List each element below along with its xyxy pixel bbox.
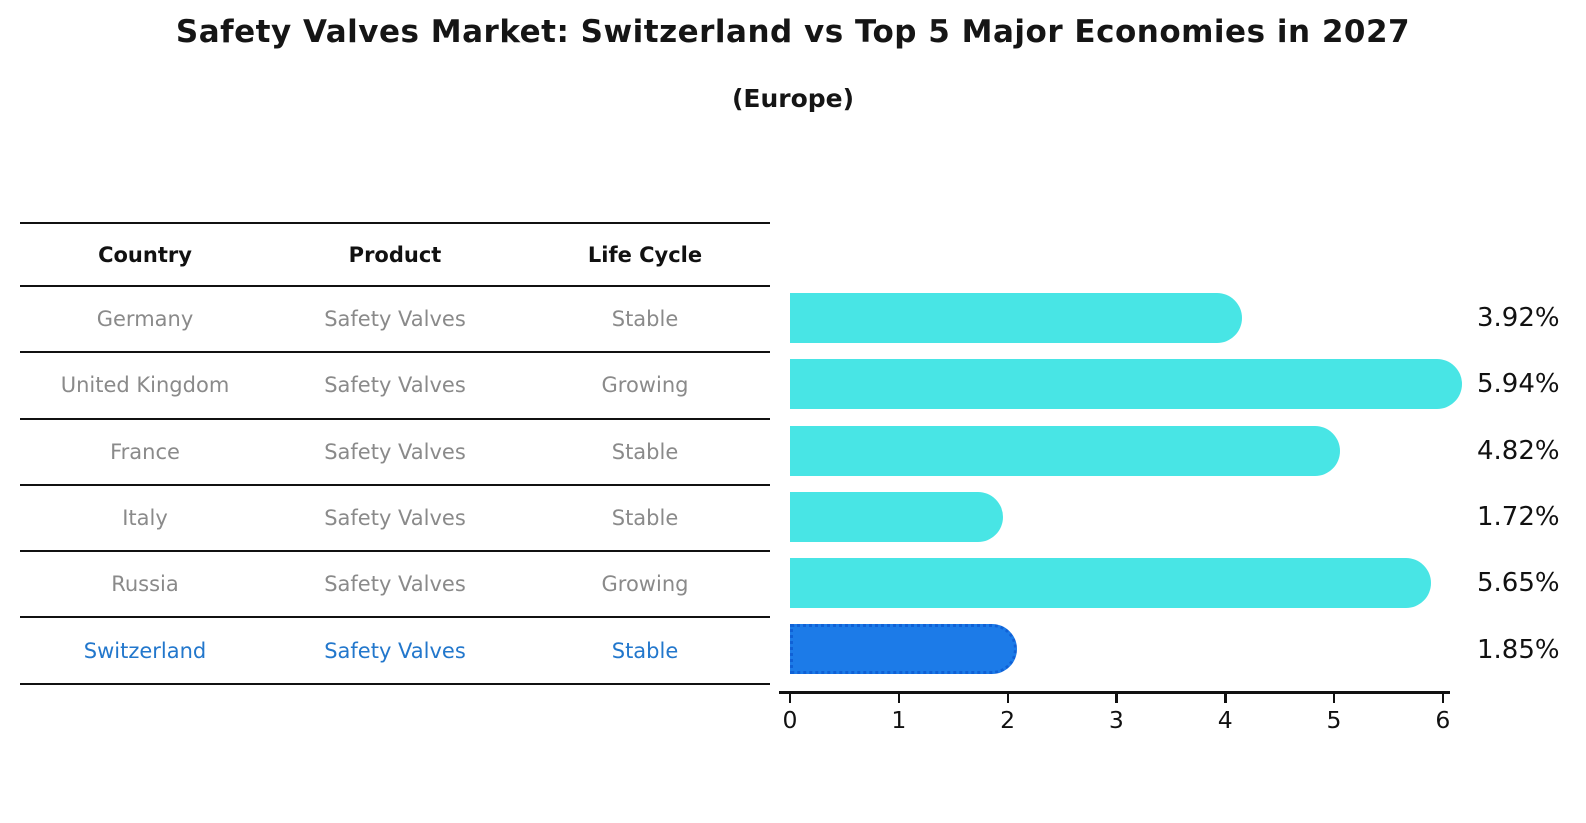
column-header-country: Country — [98, 242, 192, 267]
table-row-russia: Russia Safety Valves Growing — [20, 552, 770, 619]
chart-title: Safety Valves Market: Switzerland vs Top… — [175, 14, 1411, 50]
value-label-switzerland: 1.85% — [1477, 634, 1560, 665]
table-cell-country: Switzerland — [83, 638, 207, 663]
table-cell-country: France — [110, 439, 180, 464]
chart-subtitle: (Europe) — [731, 84, 855, 113]
table-cell-life-cycle: Stable — [611, 638, 679, 663]
table-cell-product: Safety Valves — [324, 506, 466, 531]
bar-france — [790, 425, 1341, 476]
table-cell-life-cycle: Growing — [601, 373, 689, 398]
x-tick-mark — [1006, 694, 1009, 703]
x-axis: 0 1 2 3 4 5 6 — [783, 694, 1450, 744]
bar-switzerland — [790, 624, 1018, 675]
table-cell-product: Safety Valves — [324, 572, 466, 597]
country-table: Country Product Life Cycle Germany Safety V… — [20, 222, 770, 685]
column-header-life-cycle: Life Cycle — [587, 242, 703, 267]
bars-area — [790, 285, 1463, 684]
bar-row-italy — [790, 484, 1450, 550]
table-cell-life-cycle: Growing — [601, 572, 689, 597]
table-cell-product: Safety Valves — [324, 638, 466, 663]
bar-united-kingdom — [790, 359, 1463, 410]
table-body: Germany Safety Valves Stable United Kingdom… — [20, 287, 770, 685]
table-row-united-kingdom: United Kingdom Safety Valves Growing — [20, 353, 770, 420]
x-tick-label: 1 — [891, 706, 907, 734]
bar-russia — [790, 558, 1431, 609]
x-tick-mark — [1224, 694, 1227, 703]
table-row-italy: Italy Safety Valves Stable — [20, 486, 770, 553]
x-tick-label: 4 — [1217, 706, 1233, 734]
bar-germany — [790, 293, 1243, 343]
x-tick-label: 2 — [1000, 706, 1016, 734]
bar-row-united-kingdom — [790, 351, 1463, 417]
column-header-product: Product — [348, 242, 442, 267]
value-labels: 3.92% 5.94% 4.82% 1.72% 5.65% 1.85% — [1477, 285, 1586, 683]
value-label-united-kingdom: 5.94% — [1477, 369, 1560, 400]
table-cell-product: Safety Valves — [324, 307, 466, 332]
value-label-italy: 1.72% — [1477, 502, 1560, 533]
table-row-switzerland: Switzerland Safety Valves Stable — [20, 618, 770, 685]
table-cell-country: Russia — [111, 572, 179, 597]
table-header-row: Country Product Life Cycle — [20, 224, 770, 287]
x-tick-label: 3 — [1108, 706, 1124, 734]
x-tick-mark — [1441, 694, 1445, 703]
x-tick-label: 5 — [1326, 706, 1342, 734]
x-tick-label: 6 — [1435, 706, 1451, 734]
table-row-france: France Safety Valves Stable — [20, 420, 770, 486]
table-cell-country: United Kingdom — [60, 373, 230, 398]
bar-italy — [790, 491, 1004, 542]
table-cell-country: Germany — [96, 307, 194, 332]
table-cell-life-cycle: Stable — [611, 439, 679, 464]
table-cell-product: Safety Valves — [324, 439, 466, 464]
bar-row-germany — [790, 285, 1450, 351]
x-tick-mark — [897, 694, 901, 703]
table-row-germany: Germany Safety Valves Stable — [20, 287, 770, 354]
value-label-germany: 3.92% — [1477, 303, 1560, 334]
table-cell-life-cycle: Stable — [611, 506, 679, 531]
table-cell-country: Italy — [122, 506, 168, 531]
bar-row-russia — [790, 550, 1450, 616]
x-axis-line — [779, 691, 1450, 694]
x-tick-mark — [1333, 694, 1336, 703]
table-cell-life-cycle: Stable — [611, 307, 679, 332]
bar-row-switzerland — [790, 616, 1450, 682]
value-label-france: 4.82% — [1477, 435, 1560, 466]
x-tick-label: 0 — [782, 706, 798, 734]
value-label-russia: 5.65% — [1477, 568, 1560, 599]
x-tick-mark — [1115, 694, 1118, 703]
bar-row-france — [790, 418, 1450, 484]
x-tick-mark — [789, 694, 792, 703]
table-cell-product: Safety Valves — [324, 373, 466, 398]
